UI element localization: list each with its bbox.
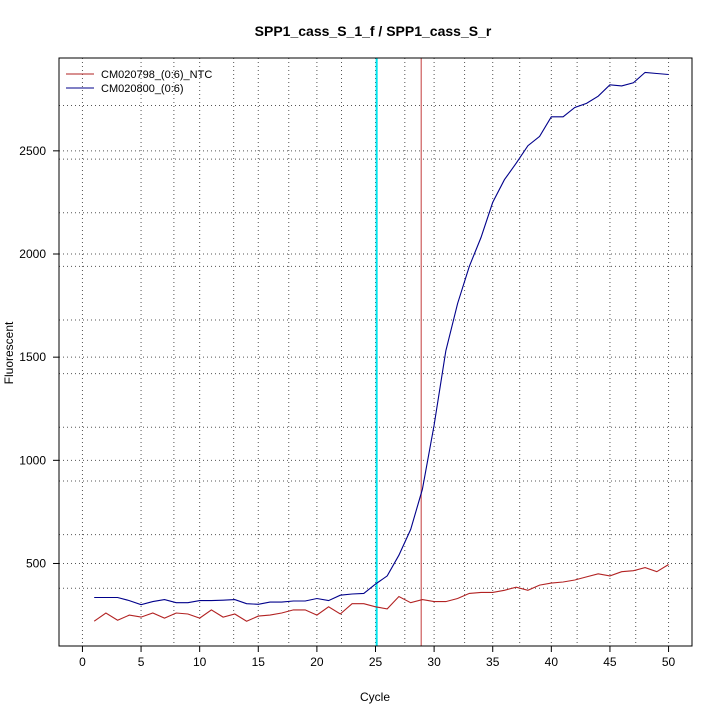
grid — [59, 58, 692, 646]
y-axis: 500 1000 1500 2000 2500 — [19, 144, 59, 570]
x-tick-label: 45 — [603, 655, 617, 669]
x-tick-label: 30 — [427, 655, 441, 669]
x-tick-label: 15 — [252, 655, 266, 669]
y-axis-label: Fluorescent — [2, 321, 16, 384]
legend-label: CM020800_(0:6) — [101, 83, 184, 95]
chart-title: SPP1_cass_S_1_f / SPP1_cass_S_r — [255, 23, 492, 39]
x-tick-label: 40 — [545, 655, 559, 669]
x-axis-label: Cycle — [360, 690, 390, 704]
x-tick-label: 10 — [193, 655, 207, 669]
series-lines — [93, 71, 669, 622]
x-axis: 0 5 10 15 20 25 30 35 40 45 50 — [79, 646, 676, 669]
x-tick-label: 20 — [310, 655, 324, 669]
x-tick-label: 25 — [369, 655, 383, 669]
y-tick-label: 2500 — [19, 144, 46, 158]
x-tick-label: 50 — [662, 655, 676, 669]
series-line-ntc — [93, 564, 669, 622]
y-tick-label: 1000 — [19, 453, 46, 467]
y-tick-label: 2000 — [19, 247, 46, 261]
reference-lines — [375, 58, 422, 646]
y-tick-label: 500 — [26, 556, 46, 570]
x-tick-label: 0 — [79, 655, 86, 669]
legend: CM020798_(0:6)_NTC CM020800_(0:6) — [66, 69, 212, 95]
legend-label: CM020798_(0:6)_NTC — [101, 69, 212, 81]
x-tick-label: 5 — [138, 655, 145, 669]
x-tick-label: 35 — [486, 655, 500, 669]
y-tick-label: 1500 — [19, 350, 46, 364]
series-line-sample — [94, 71, 669, 606]
